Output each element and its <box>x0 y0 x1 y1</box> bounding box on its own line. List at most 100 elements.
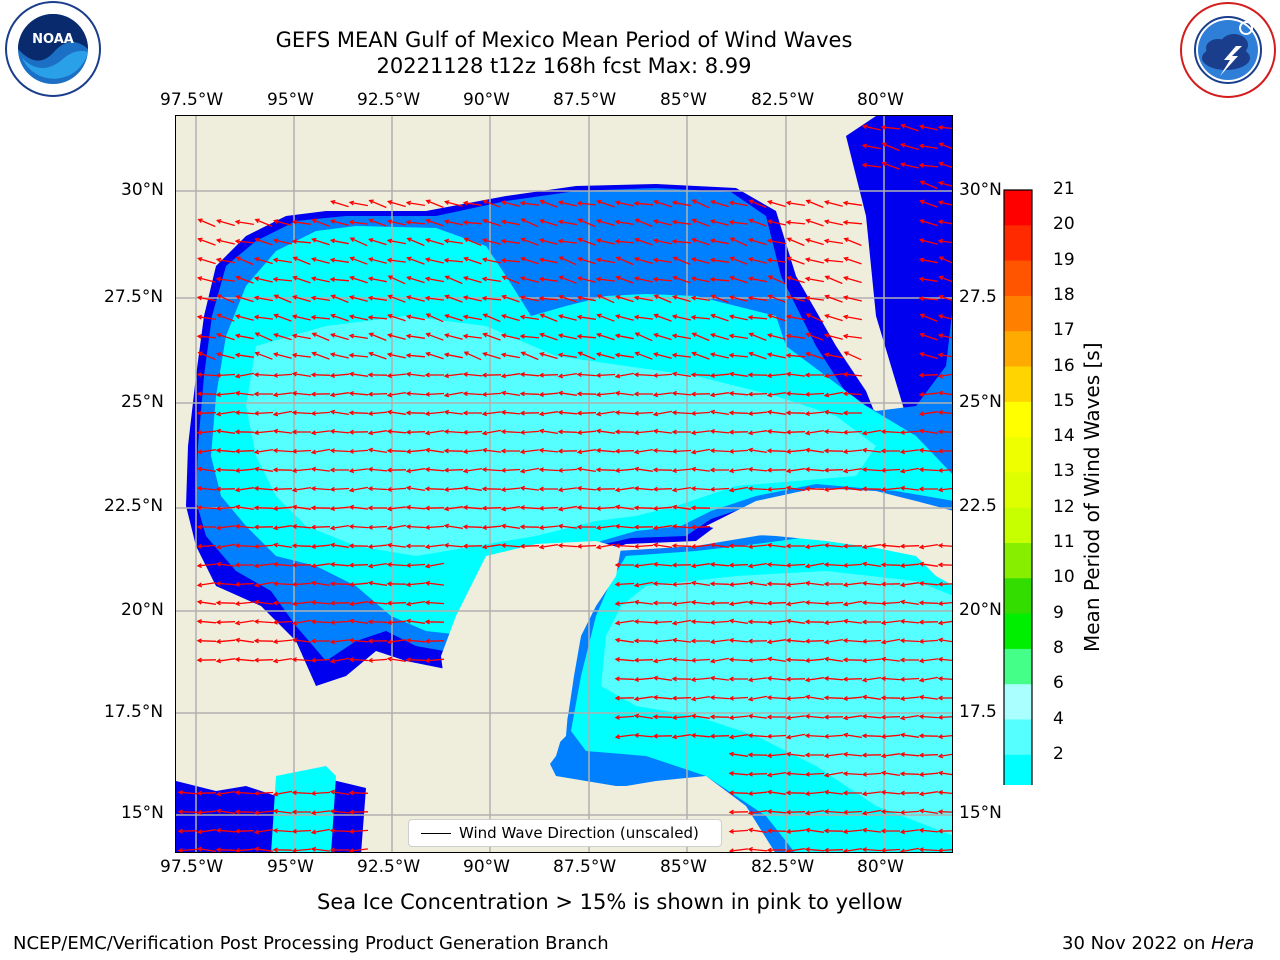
wind-wave-arrow <box>920 180 938 190</box>
wind-wave-arrowhead <box>557 238 564 244</box>
wind-wave-arrow <box>559 276 577 284</box>
wind-wave-arrowhead <box>405 295 412 300</box>
wind-wave-arrowhead <box>576 372 582 378</box>
wind-wave-arrow <box>596 469 616 471</box>
wind-wave-arrowhead <box>842 848 848 852</box>
wind-wave-arrowhead <box>652 695 658 700</box>
wind-wave-arrowhead <box>766 257 773 263</box>
wind-wave-arrowhead <box>576 200 582 206</box>
wind-wave-arrow <box>767 239 787 245</box>
wind-wave-arrow <box>274 430 292 434</box>
wind-wave-arrow <box>806 582 824 586</box>
wind-wave-arrow <box>938 849 952 852</box>
wind-wave-arrow <box>939 772 952 776</box>
wind-wave-arrow <box>463 467 483 473</box>
wind-wave-arrowhead <box>367 447 374 453</box>
wind-wave-arrowhead <box>462 410 468 416</box>
wind-wave-arrow <box>824 620 844 624</box>
wind-wave-arrowhead <box>234 487 241 493</box>
wind-wave-arrowhead <box>823 600 829 606</box>
wind-wave-arrowhead <box>291 239 297 244</box>
wind-wave-arrow <box>292 619 312 625</box>
wind-wave-arrowhead <box>652 714 658 720</box>
wind-wave-arrowhead <box>804 713 810 719</box>
wind-wave-arrowhead <box>918 143 925 149</box>
wind-wave-arrowhead <box>196 276 203 281</box>
wind-wave-arrow <box>425 488 445 490</box>
wind-wave-arrow <box>768 411 786 415</box>
wind-wave-arrowhead <box>614 448 620 454</box>
wind-wave-arrowhead <box>234 790 240 796</box>
wind-wave-arrowhead <box>804 658 810 663</box>
wind-wave-arrow <box>919 848 939 852</box>
wind-wave-arrow <box>730 373 748 377</box>
wind-wave-arrow <box>787 753 805 757</box>
wind-wave-arrowhead <box>311 351 317 357</box>
wind-wave-arrow <box>900 753 920 757</box>
wind-wave-arrowhead <box>538 447 544 453</box>
footer-machine: Hera <box>1211 933 1255 954</box>
wind-wave-arrow <box>274 392 292 396</box>
wind-wave-arrow <box>787 620 805 624</box>
wind-wave-arrow <box>920 352 938 360</box>
wind-wave-arrow <box>692 715 710 719</box>
wind-wave-arrow <box>388 314 406 322</box>
wind-wave-arrowhead <box>425 218 431 224</box>
wind-wave-arrow <box>673 221 691 225</box>
wind-wave-arrow <box>843 829 863 833</box>
wind-wave-arrow <box>805 601 825 605</box>
wind-wave-arrow <box>653 258 673 264</box>
wind-wave-arrowhead <box>747 391 753 397</box>
wind-wave-arrow <box>501 430 521 434</box>
wind-wave-arrow <box>729 792 749 794</box>
colorbar-tick-label: 11 <box>1053 532 1075 552</box>
wind-wave-arrowhead <box>386 656 393 662</box>
wind-wave-arrow <box>806 829 824 833</box>
wind-wave-arrowhead <box>899 696 905 702</box>
wind-wave-arrowhead <box>272 561 278 567</box>
wind-wave-arrowhead <box>937 429 943 435</box>
wind-wave-arrow <box>786 582 806 586</box>
wind-wave-arrow <box>729 733 749 739</box>
wind-wave-arrow <box>824 430 844 434</box>
wind-wave-arrow <box>197 487 217 491</box>
wind-wave-arrowhead <box>443 523 450 529</box>
wind-wave-arrowhead <box>823 448 829 454</box>
wind-wave-arrow <box>349 619 369 625</box>
wind-wave-arrow <box>806 333 824 341</box>
wind-wave-arrow <box>881 734 901 738</box>
lat-tick-label: 22.5 <box>959 496 997 516</box>
wind-wave-arrow <box>464 487 482 491</box>
wind-wave-arrowhead <box>215 276 222 282</box>
wind-wave-arrowhead <box>690 638 696 644</box>
wind-wave-arrow <box>749 715 767 719</box>
wind-wave-arrow <box>748 601 768 605</box>
wind-wave-arrowhead <box>367 295 374 301</box>
wind-wave-arrowhead <box>728 410 734 416</box>
wind-wave-arrow <box>387 373 407 377</box>
wind-wave-arrow <box>482 297 502 301</box>
lat-tick-label: 25°N <box>121 392 164 412</box>
wind-wave-arrowhead <box>652 542 659 548</box>
wind-wave-arrow <box>501 505 521 511</box>
wind-wave-arrow <box>654 677 672 681</box>
wind-wave-arrow <box>691 695 711 701</box>
wind-wave-arrowhead <box>405 468 412 474</box>
wind-wave-arrowhead <box>880 695 886 701</box>
wind-wave-arrowhead <box>196 810 202 815</box>
wind-wave-arrow <box>863 449 881 453</box>
wind-wave-arrowhead <box>842 333 849 339</box>
wind-wave-arrowhead <box>386 392 393 398</box>
wind-wave-arrow <box>692 238 710 246</box>
wind-wave-arrowhead <box>918 276 925 282</box>
wind-wave-arrow <box>786 201 806 207</box>
wind-wave-arrow <box>331 392 349 396</box>
wind-wave-arrowhead <box>671 581 677 587</box>
wind-wave-arrowhead <box>310 580 317 586</box>
wind-wave-arrowhead <box>671 294 678 300</box>
wind-wave-arrow <box>368 448 388 454</box>
wind-wave-arrow <box>786 639 806 643</box>
wind-wave-arrowhead <box>463 351 469 356</box>
wind-wave-arrow <box>729 334 749 340</box>
wind-wave-arrowhead <box>272 219 279 224</box>
